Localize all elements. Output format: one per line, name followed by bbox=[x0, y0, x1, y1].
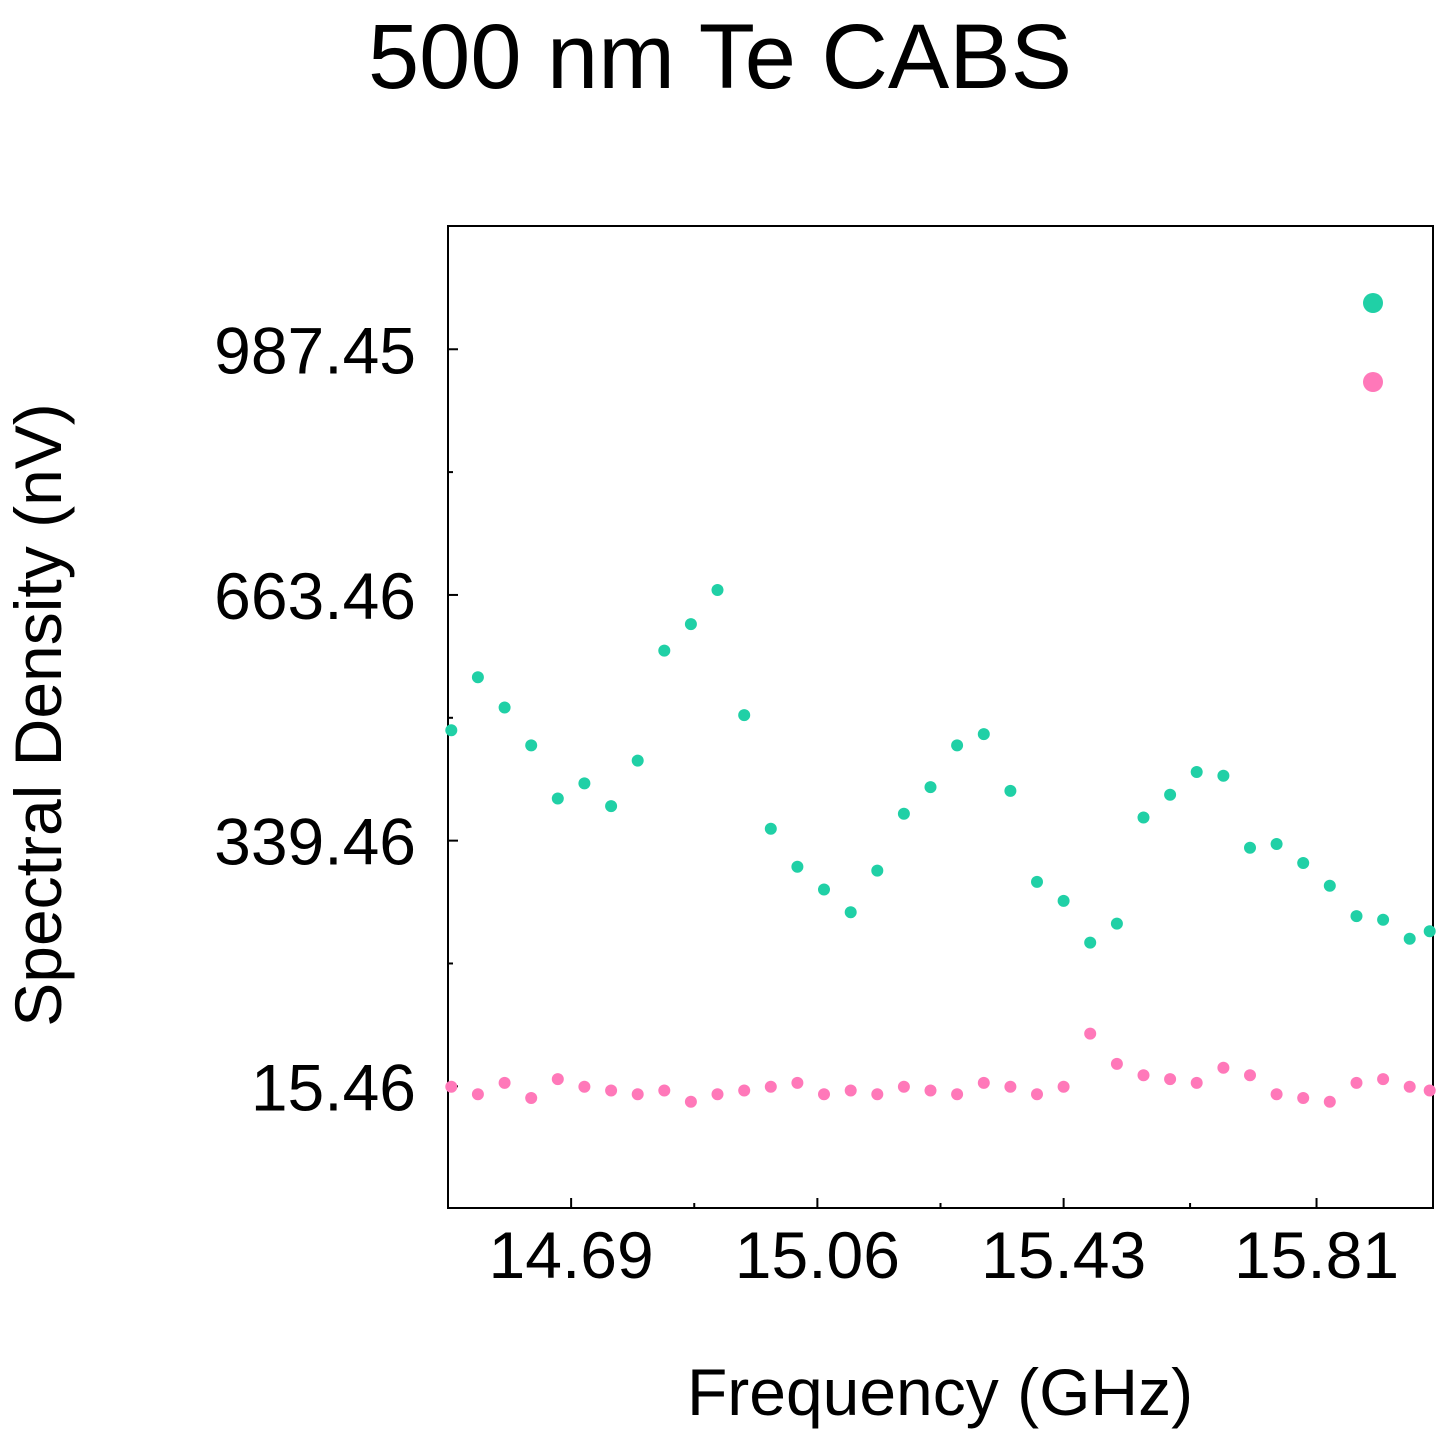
data-point bbox=[1084, 1027, 1097, 1040]
data-point bbox=[1403, 932, 1416, 945]
data-point bbox=[658, 644, 671, 657]
data-point bbox=[445, 724, 458, 737]
data-point bbox=[977, 1076, 990, 1089]
data-point bbox=[631, 1088, 644, 1101]
data-point bbox=[551, 792, 564, 805]
data-point bbox=[1323, 879, 1336, 892]
data-point bbox=[711, 1088, 724, 1101]
data-point bbox=[977, 728, 990, 741]
data-point bbox=[951, 739, 964, 752]
data-point bbox=[1350, 910, 1363, 923]
data-point bbox=[818, 1088, 830, 1101]
data-point bbox=[471, 1088, 484, 1101]
data-point bbox=[1217, 769, 1230, 782]
data-point bbox=[1244, 841, 1256, 854]
data-point bbox=[951, 1088, 964, 1101]
data-point bbox=[445, 1080, 458, 1093]
data-point bbox=[1137, 1069, 1150, 1082]
data-point bbox=[1423, 925, 1436, 938]
data-point bbox=[471, 671, 484, 684]
data-point bbox=[1004, 784, 1017, 797]
data-point bbox=[1403, 1080, 1416, 1093]
y-tick-label: 339.46 bbox=[214, 805, 416, 879]
data-point bbox=[578, 1080, 591, 1093]
data-point bbox=[844, 906, 857, 919]
data-point bbox=[1297, 857, 1310, 869]
data-point bbox=[1270, 1088, 1283, 1101]
data-point bbox=[658, 1084, 671, 1097]
data-point bbox=[1110, 917, 1123, 930]
data-point bbox=[1377, 913, 1390, 926]
y-tick-label: 987.45 bbox=[214, 313, 416, 387]
data-point bbox=[498, 1076, 511, 1089]
x-tick-label: 15.81 bbox=[1234, 1218, 1399, 1292]
data-point bbox=[1377, 1073, 1390, 1086]
data-point bbox=[1423, 1084, 1436, 1097]
data-point bbox=[1217, 1061, 1230, 1074]
data-point bbox=[738, 1084, 751, 1097]
x-tick-label: 14.69 bbox=[489, 1218, 654, 1292]
data-point bbox=[871, 864, 884, 877]
chart-title: 500 nm Te CABS bbox=[367, 6, 1072, 108]
data-point bbox=[1164, 1073, 1177, 1086]
x-tick-label: 15.06 bbox=[735, 1218, 900, 1292]
data-point bbox=[1031, 875, 1043, 888]
data-point bbox=[551, 1073, 564, 1086]
data-point bbox=[1084, 936, 1097, 949]
data-point bbox=[631, 754, 644, 767]
legend-marker-1 bbox=[1363, 293, 1383, 313]
data-point bbox=[1190, 766, 1203, 778]
data-point bbox=[897, 1080, 910, 1093]
data-point bbox=[1031, 1088, 1043, 1101]
data-point bbox=[897, 807, 910, 820]
data-point bbox=[605, 800, 618, 813]
x-tick-label: 15.43 bbox=[981, 1218, 1146, 1292]
data-point bbox=[1244, 1069, 1256, 1082]
data-point bbox=[1323, 1095, 1336, 1108]
data-point bbox=[1270, 838, 1283, 850]
y-tick-label: 663.46 bbox=[214, 559, 416, 633]
y-axis-label: Spectral Density (nV) bbox=[1, 403, 75, 1027]
data-point bbox=[738, 709, 751, 722]
data-point bbox=[578, 777, 591, 790]
data-point bbox=[1350, 1076, 1363, 1089]
data-point bbox=[525, 739, 538, 752]
data-point bbox=[764, 822, 777, 835]
data-point bbox=[605, 1084, 618, 1097]
data-point bbox=[1137, 811, 1150, 824]
data-point bbox=[684, 618, 697, 631]
legend-marker-2 bbox=[1363, 372, 1383, 392]
y-tick-label: 15.46 bbox=[251, 1050, 416, 1124]
data-point bbox=[1110, 1057, 1123, 1070]
data-point bbox=[684, 1095, 697, 1108]
data-point bbox=[791, 1076, 804, 1089]
data-point bbox=[711, 584, 724, 596]
data-point bbox=[818, 883, 830, 896]
data-point bbox=[1004, 1080, 1017, 1093]
data-point bbox=[1057, 894, 1070, 907]
data-point bbox=[1057, 1080, 1070, 1093]
data-point bbox=[924, 781, 937, 794]
data-point bbox=[1297, 1092, 1310, 1104]
data-point bbox=[1190, 1076, 1203, 1089]
data-point bbox=[924, 1084, 937, 1097]
data-point bbox=[764, 1080, 777, 1093]
data-point bbox=[1164, 788, 1177, 801]
data-point bbox=[525, 1092, 538, 1104]
data-point bbox=[844, 1084, 857, 1097]
data-point bbox=[791, 860, 804, 873]
series-1 bbox=[445, 584, 1436, 949]
series-2 bbox=[445, 1027, 1436, 1108]
data-point bbox=[498, 701, 511, 714]
plot-frame bbox=[447, 225, 1434, 1209]
data-point bbox=[871, 1088, 884, 1101]
x-axis-label: Frequency (GHz) bbox=[686, 1355, 1194, 1429]
